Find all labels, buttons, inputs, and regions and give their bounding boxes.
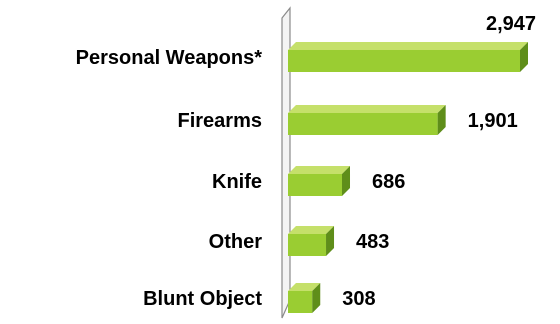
bar-side xyxy=(342,166,351,196)
category-label: Other xyxy=(209,231,263,253)
value-label: 2,947 xyxy=(486,13,536,35)
bar-front xyxy=(288,291,313,313)
category-label: Firearms xyxy=(178,110,263,132)
value-label: 483 xyxy=(356,231,389,253)
bar-front xyxy=(288,234,327,256)
bar-side xyxy=(312,283,321,313)
bar-side xyxy=(437,105,446,135)
bar-2 xyxy=(288,105,446,135)
value-label: 1,901 xyxy=(468,110,518,132)
bar-front xyxy=(288,50,520,72)
bar-front xyxy=(288,174,343,196)
category-label: Blunt Object xyxy=(143,288,262,310)
category-labels: Personal Weapons* Firearms Knife Other Blunt… xyxy=(76,47,263,310)
value-label: 686 xyxy=(372,171,405,193)
bar-1 xyxy=(288,42,528,72)
bar-5 xyxy=(288,283,321,313)
bar-top xyxy=(288,42,528,50)
bar-side xyxy=(520,42,528,72)
bars-group xyxy=(288,42,528,313)
bar-3 xyxy=(288,166,351,196)
bar-front xyxy=(288,113,438,135)
value-labels: 2,947 1,901 686 483 308 xyxy=(342,13,536,310)
bar-top xyxy=(288,283,321,291)
bar-4 xyxy=(288,226,335,256)
bar-top xyxy=(288,105,446,113)
bar-side xyxy=(326,226,335,256)
bar-top xyxy=(288,166,351,174)
bar-top xyxy=(288,226,335,234)
value-label: 308 xyxy=(342,288,375,310)
category-label: Personal Weapons* xyxy=(76,47,263,69)
category-label: Knife xyxy=(212,171,262,193)
